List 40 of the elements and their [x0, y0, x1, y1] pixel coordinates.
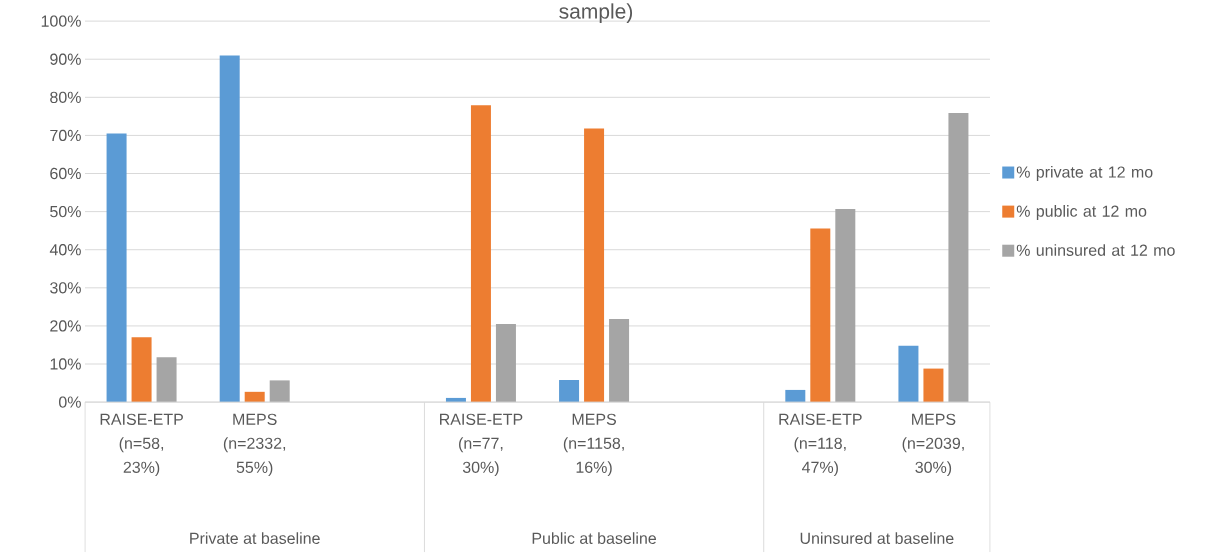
- text: Public at baseline: [532, 532, 657, 545]
- bar: [559, 380, 580, 403]
- legend-label: % uninsured at 12 mo: [1016, 244, 1175, 257]
- y-tick-label: 30%: [50, 282, 81, 294]
- y-tick-label: 60%: [50, 168, 81, 180]
- legend-label: % public at 12 mo: [1016, 205, 1147, 221]
- bar: [609, 319, 630, 403]
- bar: [495, 324, 516, 403]
- bar: [269, 380, 290, 403]
- x-tick-label: RAISE-ETP (n=77, 30%): [440, 413, 523, 477]
- y-tick-label: 20%: [50, 320, 81, 332]
- y-tick-label: 90%: [50, 53, 81, 66]
- text: Uninsured at baseline: [800, 532, 954, 545]
- text: Private at baseline: [190, 532, 320, 545]
- x-tick-label: MEPS (n=1158, 16%): [563, 413, 624, 477]
- bar: [156, 357, 177, 403]
- legend-label: % private at 12 mo: [1016, 166, 1153, 182]
- bar: [131, 337, 152, 403]
- bar: [106, 133, 127, 403]
- bar: [584, 128, 605, 403]
- y-tick-label: 40%: [49, 244, 81, 256]
- x-tick-label: MEPS (n=2332, 55%): [223, 413, 286, 477]
- y-tick-label: 70%: [50, 129, 81, 142]
- bar: [835, 209, 856, 403]
- bar: [948, 113, 969, 403]
- x-tick-label: MEPS (n=2039, 30%): [902, 413, 964, 477]
- y-tick-label: 50%: [50, 206, 81, 218]
- y-tick-label: 80%: [50, 91, 81, 104]
- bar: [898, 345, 919, 403]
- chart-title: sample): [559, 3, 633, 24]
- y-tick-label: 10%: [50, 358, 81, 370]
- bar: [219, 55, 240, 403]
- x-tick-label: RAISE-ETP (n=118, 47%): [779, 413, 862, 477]
- bar: [470, 105, 491, 403]
- bar: [810, 228, 831, 403]
- bar: [923, 368, 944, 403]
- x-tick-label: RAISE-ETP (n=58, 23%): [100, 413, 183, 477]
- y-tick-label: 0%: [58, 396, 81, 408]
- bar: [785, 390, 806, 403]
- y-tick-label: 100%: [41, 15, 81, 27]
